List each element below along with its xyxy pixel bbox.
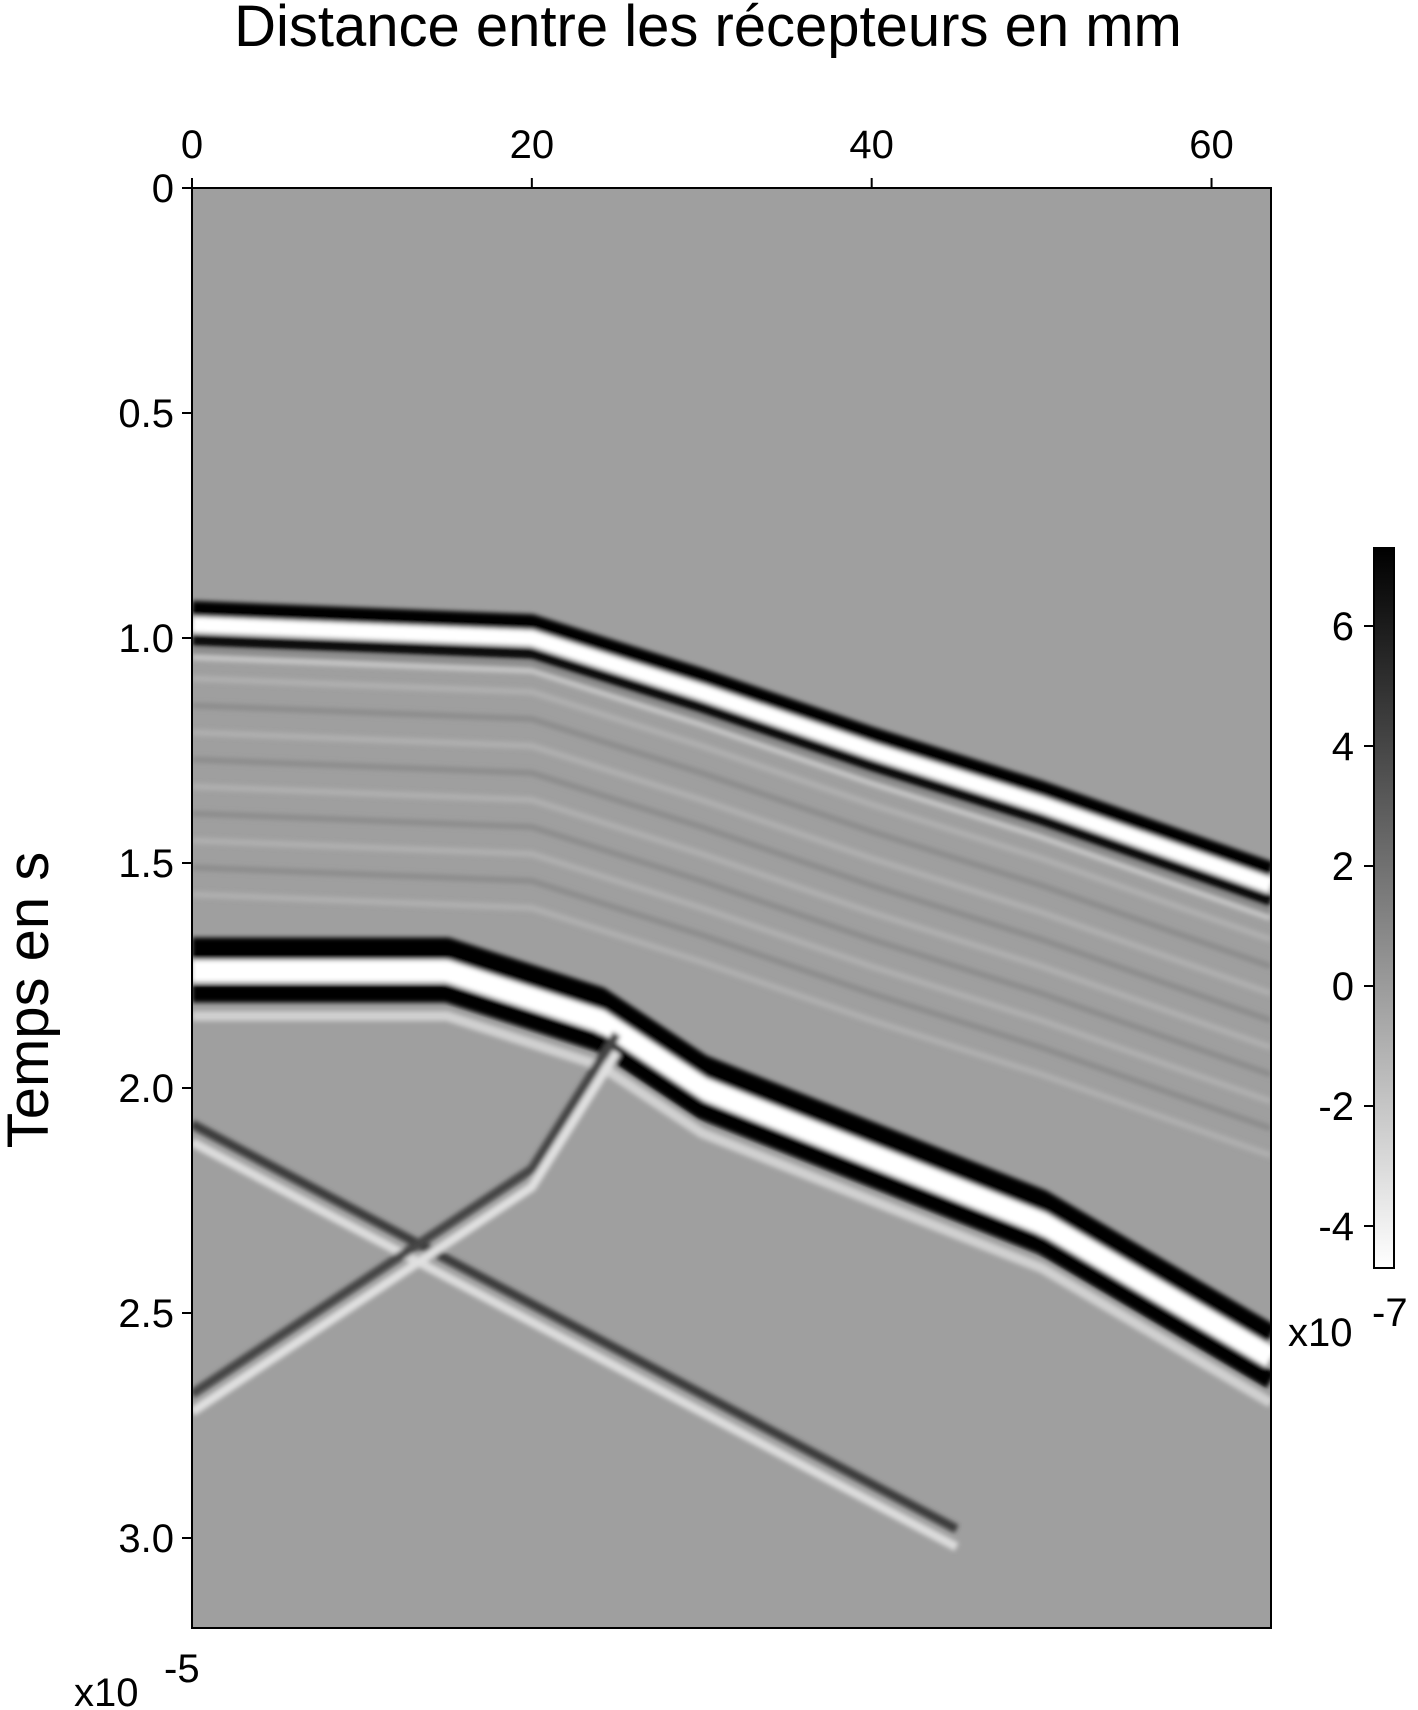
y-tick-label: 1.0 [118, 617, 174, 661]
colorbar-tick-label: 0 [1332, 965, 1354, 1009]
wave-coda-band [192, 837, 1271, 1105]
y-tick-label: 2.5 [118, 1292, 174, 1336]
x-tick-label: 60 [1189, 123, 1234, 167]
colorbar-scale-base: x10 [1288, 1311, 1353, 1355]
plot-area [192, 188, 1271, 1628]
wave-coda-band [192, 864, 1271, 1132]
wave-event-reflection [192, 1011, 1271, 1408]
wave-coda-band [192, 783, 1271, 1051]
wave-event-reflection [192, 960, 1271, 1368]
y-tick-label: 2.0 [118, 1067, 174, 1111]
colorbar-ticks: -4 -2 0 2 4 6 [1318, 605, 1374, 1249]
wave-event-direct_wave [192, 616, 1271, 894]
y-tick-label: 1.5 [118, 842, 174, 886]
wavefield [192, 600, 1271, 1551]
wave-event-direct_wave [192, 634, 1271, 907]
x-tick-label: 0 [181, 123, 203, 167]
wave-event-crossing_waves_b [192, 1031, 621, 1398]
wave-coda-band [192, 675, 1271, 943]
wave-event-reflection [192, 937, 1271, 1345]
wave-event-reflection [192, 984, 1271, 1389]
colorbar-tick-label: -4 [1318, 1205, 1354, 1249]
x-axis-ticks: 0 20 40 60 [181, 123, 1234, 188]
colorbar: -4 -2 0 2 4 6 x10 -7 [1288, 547, 1408, 1355]
y-scale-label: x10 -5 [74, 1647, 200, 1710]
y-scale-base: x10 [74, 1671, 139, 1710]
y-tick-label: 0.5 [118, 392, 174, 436]
wave-event-direct_wave [192, 652, 1271, 921]
wave-coda-band [192, 891, 1271, 1159]
wave-event-crossing_waves_b [192, 1049, 621, 1416]
plot-background [192, 188, 1271, 1628]
y-scale-exponent: -5 [164, 1647, 200, 1691]
wave-coda-band [192, 756, 1271, 1024]
colorbar-scale-exponent: -7 [1372, 1291, 1408, 1335]
colorbar-tick-label: -2 [1318, 1085, 1354, 1129]
chart-title: Distance entre les récepteurs en mm [234, 0, 1182, 59]
wave-coda-band [192, 810, 1271, 1078]
y-tick-label: 3.0 [118, 1517, 174, 1561]
colorbar-tick-label: 2 [1332, 845, 1354, 889]
wave-event-direct_wave [192, 600, 1271, 878]
wave-event-crossing_waves_a [192, 1120, 959, 1533]
wave-event-crossing_waves_a [192, 1138, 959, 1551]
colorbar-tick-label: 6 [1332, 605, 1354, 649]
colorbar-tick-label: 4 [1332, 725, 1354, 769]
wave-coda-band [192, 648, 1271, 916]
x-tick-label: 20 [510, 123, 555, 167]
y-axis-label: Temps en s [0, 852, 61, 1149]
plot-frame [191, 187, 1272, 1629]
wave-coda-band [192, 729, 1271, 997]
colorbar-gradient [1373, 547, 1395, 1269]
y-axis-ticks: 0 0.5 1.0 1.5 2.0 2.5 3.0 [118, 167, 192, 1561]
x-tick-label: 40 [849, 123, 894, 167]
y-tick-label: 0 [152, 167, 174, 211]
wave-coda-band [192, 702, 1271, 970]
